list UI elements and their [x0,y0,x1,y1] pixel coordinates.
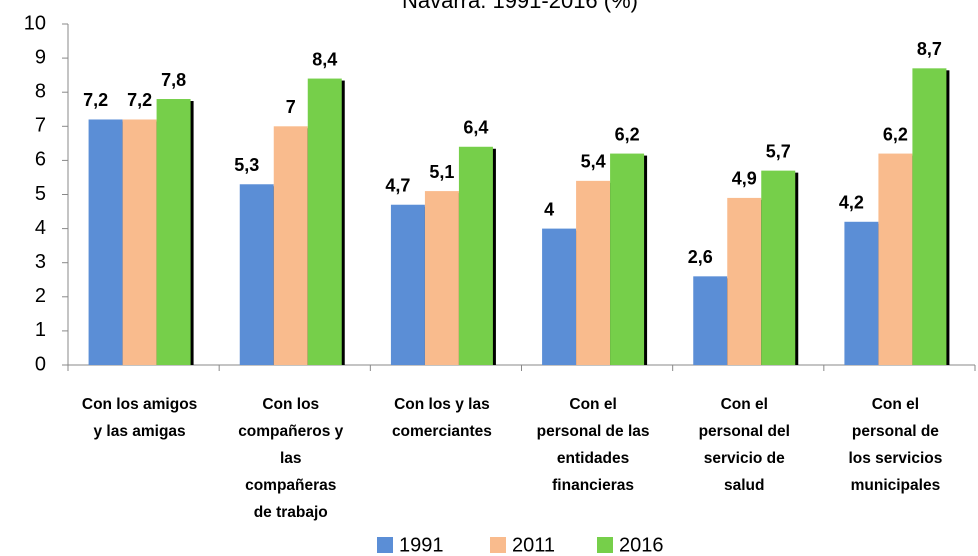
data-label: 7,2 [83,90,108,110]
x-tick-label: personal de las [537,423,650,440]
bar [273,126,308,365]
legend-swatch [377,537,393,553]
x-tick-label: entidades [557,450,629,467]
bar [727,197,762,365]
x-tick-label: comerciantes [392,423,492,440]
legend-swatch [597,537,613,553]
x-tick-label: municipales [851,477,941,494]
x-tick-label: servicio de [704,450,785,467]
data-label: 7,2 [127,90,152,110]
legend-label: 1991 [399,534,444,556]
data-label: 7 [286,97,296,117]
y-tick-label: 10 [24,12,46,34]
x-tick-label: personal del [699,423,790,440]
data-label: 4,7 [385,175,410,195]
bar [424,191,459,365]
data-label: 5,7 [766,141,791,161]
bar [156,99,191,366]
x-tick-label: Con el [721,396,768,413]
y-tick-label: 5 [35,183,46,205]
x-tick-label: las [280,450,302,467]
x-tick-label: Con los [262,396,319,413]
bar [239,184,274,365]
bar [307,78,342,365]
data-label: 4 [544,199,554,219]
data-label: 6,2 [883,124,908,144]
x-tick-label: compañeras [245,477,336,494]
bar [88,119,123,365]
y-tick-label: 2 [35,285,46,307]
bar [458,146,493,365]
data-label: 4,9 [732,169,757,189]
y-tick-label: 4 [35,217,46,239]
y-tick-label: 0 [35,353,46,375]
x-tick-label: Con los amigos [82,396,197,413]
x-tick-label: Con el [569,396,616,413]
x-tick-label: financieras [552,477,634,494]
x-tick-label: Con el [872,396,919,413]
data-label: 4,2 [839,193,864,213]
x-tick-label: compañeros y [238,423,343,440]
y-tick-label: 9 [35,46,46,68]
data-label: 6,2 [615,124,640,144]
x-tick-label: personal de [852,423,939,440]
chart-title: Navarra. 1991-2016 (%) [402,0,638,13]
bar [122,119,157,365]
data-label: 8,4 [312,49,337,69]
y-tick-label: 6 [35,149,46,171]
bar [844,221,879,365]
y-tick-label: 1 [35,319,46,341]
data-label: 5,3 [234,155,259,175]
y-tick-label: 8 [35,80,46,102]
x-tick-label: salud [724,477,764,494]
bar [693,276,728,365]
bar [761,170,796,365]
y-tick-label: 3 [35,251,46,273]
legend-label: 2016 [619,534,664,556]
bar [878,153,913,365]
bar [610,153,645,365]
data-label: 6,4 [463,118,488,138]
data-label: 5,4 [581,152,606,172]
legend-label: 2011 [512,534,555,556]
data-label: 8,7 [917,39,942,59]
legend-swatch [490,537,506,553]
data-label: 5,1 [429,162,454,182]
data-label: 7,8 [161,70,186,90]
bar [390,204,425,365]
bar [912,68,947,365]
x-tick-label: de trabajo [254,504,328,521]
data-label: 2,6 [688,247,713,267]
x-tick-label: Con los y las [394,396,490,413]
bar [542,228,577,365]
x-tick-label: los servicios [848,450,942,467]
bar [576,180,611,365]
x-tick-label: y las amigas [93,423,185,440]
y-tick-label: 7 [35,115,46,137]
